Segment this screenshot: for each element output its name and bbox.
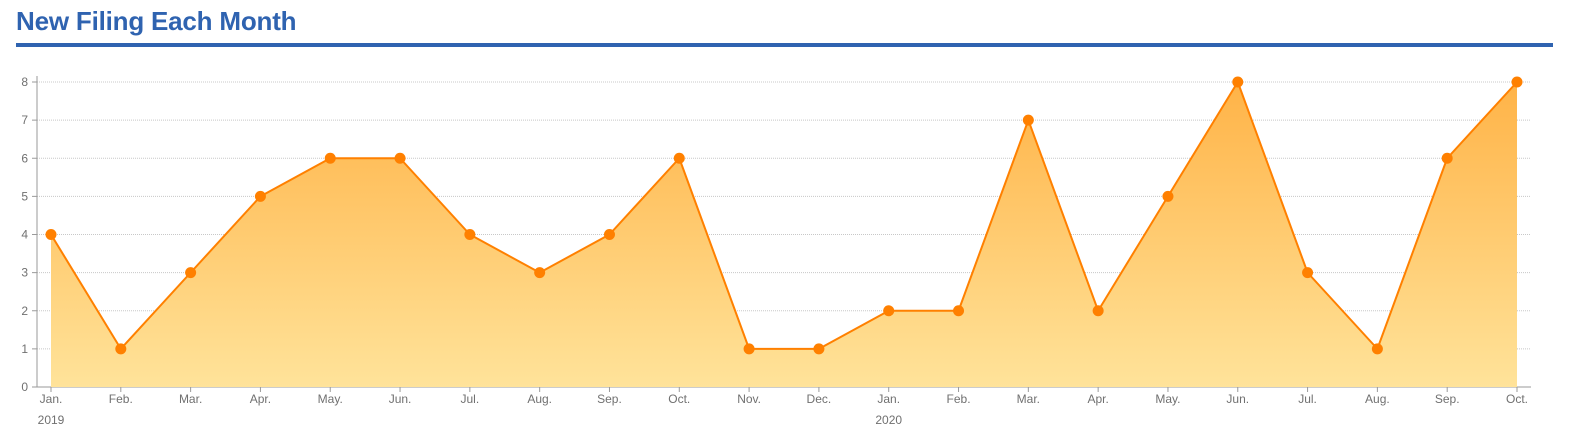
x-tick-label: Apr. <box>1087 392 1108 406</box>
x-tick-label: Jan. <box>40 392 63 406</box>
data-point[interactable] <box>1162 190 1174 202</box>
data-point[interactable] <box>813 343 825 355</box>
x-tick-label: May. <box>1155 392 1180 406</box>
y-tick-label: 5 <box>21 189 28 203</box>
year-label: 2020 <box>875 413 902 427</box>
x-tick-label: Nov. <box>737 392 761 406</box>
data-point[interactable] <box>464 229 476 240</box>
y-tick-label: 3 <box>21 266 28 280</box>
y-tick-label: 4 <box>21 228 28 242</box>
x-tick-label: May. <box>318 392 343 406</box>
x-tick-label: Feb. <box>109 392 133 406</box>
x-tick-label: Jun. <box>389 392 412 406</box>
x-tick-label: Oct. <box>1506 392 1528 406</box>
x-tick-label: Aug. <box>527 392 552 406</box>
data-point[interactable] <box>394 152 406 164</box>
tick-labels: 0 1 2 3 4 5 6 7 8 Jan. Feb. Mar. Apr. May. Jun. Jul. Aug… <box>21 75 1528 427</box>
x-tick-label: Jul. <box>461 392 480 406</box>
data-point[interactable] <box>534 267 546 279</box>
x-tick-label: Mar. <box>179 392 202 406</box>
data-point[interactable] <box>1511 76 1523 88</box>
data-points <box>45 76 1523 355</box>
series-line <box>50 81 1518 350</box>
data-point[interactable] <box>324 152 336 164</box>
y-tick-label: 1 <box>21 342 28 356</box>
year-label: 2019 <box>38 413 65 427</box>
x-tick-label: Jan. <box>877 392 900 406</box>
x-tick-label: Dec. <box>807 392 832 406</box>
x-tick-label: Oct. <box>668 392 690 406</box>
x-tick-label: Apr. <box>250 392 271 406</box>
data-point[interactable] <box>743 343 755 355</box>
data-point[interactable] <box>1371 343 1383 355</box>
data-point[interactable] <box>45 229 57 240</box>
x-tick-label: Jun. <box>1226 392 1249 406</box>
series-line-path <box>50 81 1518 350</box>
data-point[interactable] <box>1092 305 1104 317</box>
y-tick-label: 7 <box>21 113 28 127</box>
x-tick-label: Feb. <box>947 392 971 406</box>
data-point[interactable] <box>883 305 895 317</box>
y-tick-label: 8 <box>21 75 28 89</box>
y-tick-label: 6 <box>21 151 28 165</box>
x-tick-label: Aug. <box>1365 392 1390 406</box>
data-point[interactable] <box>673 152 685 164</box>
data-point[interactable] <box>953 305 965 317</box>
x-tick-label: Sep. <box>597 392 622 406</box>
data-point[interactable] <box>1441 152 1453 164</box>
data-point[interactable] <box>1022 114 1034 126</box>
area-fill <box>51 82 1517 387</box>
x-tick-label: Mar. <box>1017 392 1040 406</box>
x-tick-label: Jul. <box>1298 392 1317 406</box>
data-point[interactable] <box>603 229 615 240</box>
y-tick-label: 2 <box>21 304 28 318</box>
page-title: New Filing Each Month <box>16 6 297 36</box>
data-point[interactable] <box>1232 76 1244 88</box>
data-point[interactable] <box>185 267 197 279</box>
y-tick-label: 0 <box>21 380 28 394</box>
data-point[interactable] <box>254 190 266 202</box>
title-underline <box>16 43 1553 47</box>
series-area <box>51 82 1517 387</box>
data-point[interactable] <box>115 343 127 355</box>
x-tick-label: Sep. <box>1435 392 1460 406</box>
data-point[interactable] <box>1302 267 1314 279</box>
